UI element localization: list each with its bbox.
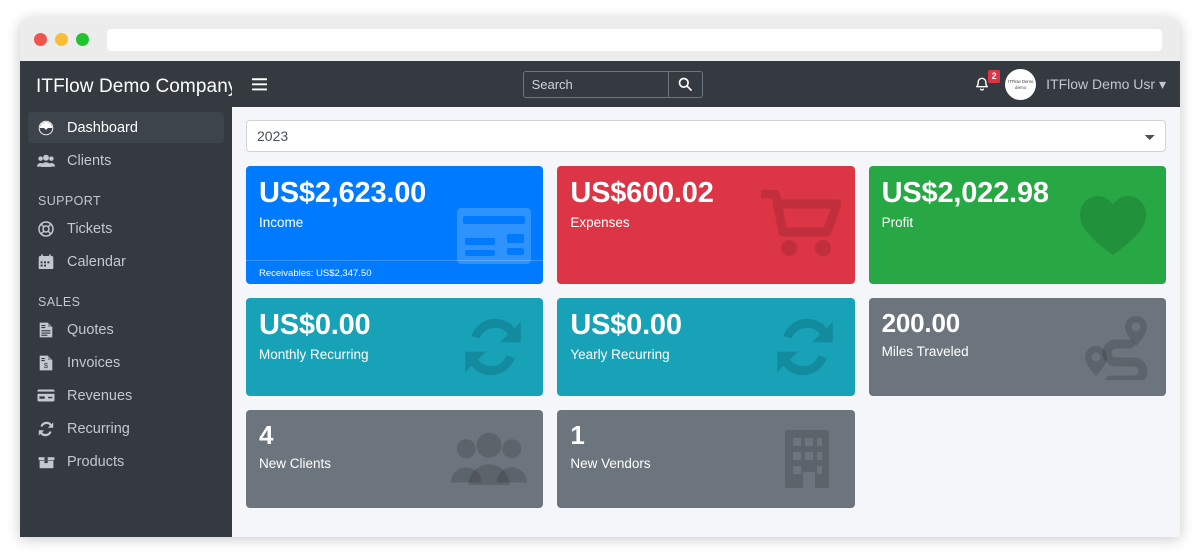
file-invoice-icon bbox=[36, 321, 56, 339]
stat-card-income[interactable]: US$2,623.00 Income bbox=[246, 166, 544, 284]
stat-card-body: 200.00 Miles Traveled bbox=[869, 298, 1166, 371]
stat-card-footer: Receivables: US$2,347.50 bbox=[246, 260, 544, 284]
notifications-button[interactable]: 2 bbox=[969, 70, 1001, 97]
avatar-line2: demo bbox=[1014, 84, 1027, 90]
box-icon bbox=[36, 453, 56, 471]
dashboard-content: 2023 US$2,623.00 Income bbox=[232, 107, 1180, 537]
sidebar-item-clients[interactable]: Clients bbox=[28, 145, 224, 176]
stat-card-value: US$2,623.00 bbox=[259, 177, 427, 209]
sidebar-item-label: Quotes bbox=[67, 321, 114, 338]
stat-card-label: Income bbox=[259, 215, 304, 231]
stat-card-value: 1 bbox=[570, 420, 585, 450]
sidebar-item-quotes[interactable]: Quotes bbox=[28, 314, 224, 345]
stat-card-monthly-recurring[interactable]: US$0.00 Monthly Recurring bbox=[246, 298, 544, 396]
stat-card-yearly-recurring[interactable]: US$0.00 Yearly Recurring bbox=[557, 298, 855, 396]
sidebar-item-products[interactable]: Products bbox=[28, 446, 224, 477]
stat-card-label: Miles Traveled bbox=[881, 344, 969, 360]
stat-card-label: Expenses bbox=[570, 215, 630, 231]
stat-card-value: US$600.02 bbox=[570, 177, 714, 209]
stat-card-label: Profit bbox=[881, 215, 914, 231]
sidebar-item-label: Invoices bbox=[67, 354, 121, 371]
sidebar-item-label: Clients bbox=[67, 152, 112, 169]
stat-card-body: US$0.00 Monthly Recurring bbox=[246, 298, 543, 374]
avatar[interactable]: ITFlow Demo demo bbox=[1005, 68, 1037, 100]
dashboard-icon bbox=[36, 119, 56, 137]
sidebar-item-label: Products bbox=[67, 453, 125, 470]
stat-card-body: US$0.00 Yearly Recurring bbox=[557, 298, 854, 374]
sidebar-item-invoices[interactable]: $ Invoices bbox=[28, 347, 224, 378]
minimize-window-button[interactable] bbox=[55, 33, 68, 46]
stat-card-miles-traveled[interactable]: 200.00 Miles Traveled bbox=[868, 298, 1166, 396]
sync-icon bbox=[36, 420, 56, 438]
stat-card-body: 1 New Vendors bbox=[557, 410, 854, 483]
stat-card-body: 4 New Clients bbox=[246, 410, 543, 483]
sidebar-section-support: SUPPORT bbox=[38, 194, 101, 208]
close-window-button[interactable] bbox=[34, 33, 47, 46]
stat-card-new-clients[interactable]: 4 New Clients bbox=[246, 410, 544, 508]
browser-window: ITFlow Demo Company Dashboard bbox=[20, 18, 1180, 537]
brand-title: ITFlow Demo Company bbox=[36, 76, 232, 97]
sidebar-item-label: Dashboard bbox=[67, 119, 138, 136]
stat-card-label: Yearly Recurring bbox=[570, 347, 670, 363]
sidebar-item-label: Revenues bbox=[67, 387, 133, 404]
stat-card-expenses[interactable]: US$600.02 Expenses bbox=[557, 166, 855, 284]
caret-down-icon: ▾ bbox=[1158, 75, 1166, 92]
address-bar[interactable] bbox=[107, 28, 1162, 51]
sidebar-item-label: Recurring bbox=[67, 420, 130, 437]
stat-card-row-1: US$2,623.00 Income bbox=[246, 166, 1166, 284]
stat-card-row-spacer bbox=[869, 410, 1166, 508]
stat-card-body: US$2,022.98 Profit bbox=[869, 166, 1166, 242]
avatar-line1: ITFlow Demo bbox=[1008, 78, 1034, 84]
svg-text:$: $ bbox=[44, 361, 49, 370]
sidebar-item-tickets[interactable]: Tickets bbox=[28, 213, 224, 244]
file-invoice-dollar-icon: $ bbox=[36, 354, 56, 372]
stat-card-body: US$2,623.00 Income bbox=[246, 166, 543, 242]
calendar-icon bbox=[36, 253, 56, 271]
window-controls bbox=[34, 33, 89, 46]
sidebar-item-revenues[interactable]: Revenues bbox=[28, 380, 224, 411]
users-icon bbox=[36, 152, 56, 170]
user-menu-label: ITFlow Demo Usr bbox=[1046, 75, 1156, 92]
notification-badge: 2 bbox=[988, 70, 1001, 83]
stat-card-label: New Clients bbox=[259, 456, 332, 472]
life-ring-icon bbox=[36, 220, 56, 238]
credit-card-icon bbox=[36, 387, 56, 405]
navbar-right: 2 ITFlow Demo demo ITFlow Demo Usr ▾ bbox=[969, 68, 1166, 100]
stat-card-row-3: 4 New Clients bbox=[246, 410, 1166, 508]
stat-card-new-vendors[interactable]: 1 New Vendors bbox=[557, 410, 855, 508]
sidebar-item-calendar[interactable]: Calendar bbox=[28, 246, 224, 277]
stat-card-row-2: US$0.00 Monthly Recurring US$0.00 bbox=[246, 298, 1166, 396]
browser-titlebar bbox=[20, 18, 1180, 61]
sidebar-item-dashboard[interactable]: Dashboard bbox=[28, 112, 224, 143]
search-input[interactable] bbox=[523, 71, 668, 97]
stat-card-value: US$0.00 bbox=[259, 309, 371, 341]
sidebar-section-sales: SALES bbox=[38, 295, 81, 309]
sidebar-item-recurring[interactable]: Recurring bbox=[28, 413, 224, 444]
stat-card-profit[interactable]: US$2,022.98 Profit bbox=[868, 166, 1166, 284]
stat-card-label: Monthly Recurring bbox=[259, 347, 369, 363]
sidebar-nav-top: Dashboard Clients bbox=[20, 112, 232, 477]
search-bar bbox=[522, 70, 703, 98]
stat-card-value: US$2,022.98 bbox=[881, 177, 1049, 209]
app-viewport: ITFlow Demo Company Dashboard bbox=[20, 61, 1180, 537]
stat-card-value: 4 bbox=[259, 420, 274, 450]
top-navbar: 2 ITFlow Demo demo ITFlow Demo Usr ▾ bbox=[232, 61, 1180, 107]
stat-card-label: New Vendors bbox=[570, 456, 651, 472]
maximize-window-button[interactable] bbox=[76, 33, 89, 46]
stat-card-value: US$0.00 bbox=[570, 309, 682, 341]
stat-card-value: 200.00 bbox=[881, 308, 961, 338]
sidebar-item-label: Calendar bbox=[67, 253, 126, 270]
sidebar-item-label: Tickets bbox=[67, 220, 113, 237]
hamburger-icon[interactable] bbox=[246, 71, 272, 97]
user-menu[interactable]: ITFlow Demo Usr ▾ bbox=[1046, 76, 1166, 93]
year-filter-select[interactable]: 2023 bbox=[246, 120, 1166, 152]
main-column: 2 ITFlow Demo demo ITFlow Demo Usr ▾ 202… bbox=[232, 61, 1180, 537]
stat-card-body: US$600.02 Expenses bbox=[557, 166, 854, 242]
sidebar: ITFlow Demo Company Dashboard bbox=[20, 61, 232, 537]
search-button[interactable] bbox=[667, 71, 702, 97]
